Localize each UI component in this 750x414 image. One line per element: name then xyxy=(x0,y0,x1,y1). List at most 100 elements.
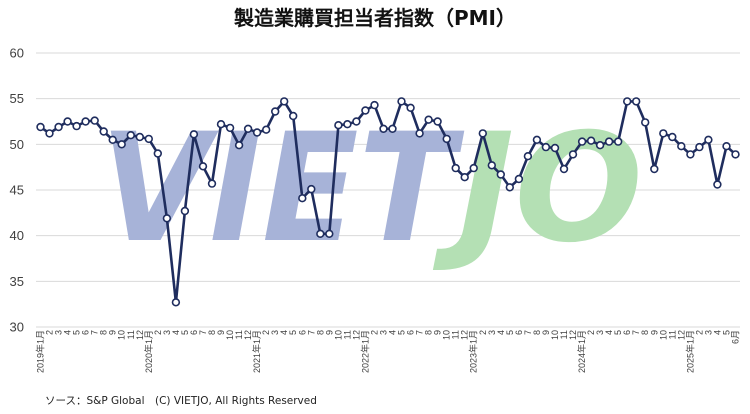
data-point xyxy=(650,164,659,174)
data-point xyxy=(668,132,677,142)
x-tick-label: 6 xyxy=(514,330,524,335)
x-tick-label: 2023年1月 xyxy=(468,330,479,373)
x-tick-label: 6 xyxy=(189,330,199,335)
data-point xyxy=(487,161,496,170)
x-tick-label: 4 xyxy=(496,330,506,335)
series-group xyxy=(36,97,740,307)
data-point xyxy=(189,130,199,139)
x-tick-label: 6月 xyxy=(730,330,740,344)
x-tick-label: 5 xyxy=(288,330,298,335)
x-tick-label: 4 xyxy=(279,330,289,335)
data-point xyxy=(144,134,154,144)
data-point xyxy=(686,150,695,159)
x-tick-label: 9 xyxy=(433,330,443,335)
data-point xyxy=(388,124,397,134)
data-point xyxy=(198,162,208,171)
x-tick-label: 7 xyxy=(198,330,208,335)
data-point xyxy=(361,106,370,115)
x-tick-label: 4 xyxy=(388,330,398,335)
x-tick-label: 3 xyxy=(487,330,497,335)
x-tick-label: 11 xyxy=(667,330,677,339)
x-tick-label: 10 xyxy=(117,330,127,340)
x-tick-label: 9 xyxy=(216,330,226,335)
x-tick-label: 7 xyxy=(415,330,425,335)
data-point xyxy=(234,141,244,150)
data-point xyxy=(541,142,551,152)
data-point xyxy=(532,135,542,145)
data-point xyxy=(162,214,172,223)
data-point xyxy=(216,119,226,129)
x-tick-label: 8 xyxy=(640,330,650,335)
x-tick-label: 3 xyxy=(703,330,713,335)
data-point xyxy=(370,100,379,110)
x-tick-label: 9 xyxy=(541,330,551,335)
x-tick-label: 11 xyxy=(559,330,569,339)
data-point xyxy=(63,117,72,126)
x-tick-label: 8 xyxy=(424,330,434,335)
x-tick-label: 11 xyxy=(234,330,244,339)
x-tick-label: 8 xyxy=(532,330,542,335)
x-tick-label: 4 xyxy=(604,330,614,335)
x-tick-label: 2 xyxy=(261,330,271,335)
data-point xyxy=(631,97,641,106)
data-point xyxy=(406,103,415,113)
x-tick-label: 12 xyxy=(568,330,578,340)
x-tick-label: 2 xyxy=(153,330,163,335)
x-tick-label: 4 xyxy=(171,330,181,335)
x-tick-label: 9 xyxy=(324,330,334,335)
data-point xyxy=(262,125,271,134)
watermark-jo: JO xyxy=(433,102,643,276)
x-tick-label: 5 xyxy=(397,330,407,335)
x-tick-label: 2019年1月 xyxy=(35,330,46,373)
data-point xyxy=(108,135,117,145)
data-point xyxy=(243,124,253,134)
x-tick-label: 5 xyxy=(72,330,82,335)
x-tick-label: 5 xyxy=(613,330,623,335)
data-point xyxy=(99,127,108,136)
x-tick-label: 12 xyxy=(676,330,686,340)
x-tick-label: 3 xyxy=(162,330,172,335)
y-tick-label: 40 xyxy=(10,228,24,243)
data-point xyxy=(225,123,235,133)
data-point xyxy=(451,163,460,173)
data-point xyxy=(397,97,406,106)
x-tick-label: 6 xyxy=(406,330,416,335)
data-point xyxy=(505,183,514,192)
data-point xyxy=(153,149,163,158)
data-point xyxy=(559,164,569,174)
x-tick-label: 12 xyxy=(243,330,253,340)
data-point xyxy=(460,173,469,182)
x-tick-label: 7 xyxy=(90,330,100,335)
data-point xyxy=(731,150,740,159)
x-axis-ticks: 2019年1月 2 3 4 5 6 7 8 9 10 11 12 2020年1月 2 3 4 5 6 7 8 9 10 11… xyxy=(35,330,741,373)
data-point xyxy=(604,137,614,146)
x-tick-label: 7 xyxy=(523,330,533,335)
x-tick-label: 7 xyxy=(631,330,641,335)
data-point xyxy=(722,142,731,151)
x-tick-label: 9 xyxy=(649,330,659,335)
data-point xyxy=(595,141,605,150)
x-tick-label: 8 xyxy=(99,330,109,335)
y-tick-label: 60 xyxy=(10,46,24,61)
data-point xyxy=(117,140,126,149)
x-tick-label: 2 xyxy=(369,330,379,335)
x-tick-label: 2 xyxy=(694,330,704,335)
data-point xyxy=(207,179,217,188)
x-tick-label: 12 xyxy=(351,330,361,340)
data-point xyxy=(81,117,90,126)
y-tick-label: 50 xyxy=(10,137,24,152)
x-tick-label: 3 xyxy=(595,330,605,335)
x-tick-label: 5 xyxy=(505,330,515,335)
data-point xyxy=(586,136,596,145)
x-tick-label: 3 xyxy=(54,330,64,335)
x-tick-label: 11 xyxy=(451,330,461,339)
data-point xyxy=(135,132,145,142)
data-point xyxy=(271,107,280,116)
data-point xyxy=(90,116,99,125)
data-point xyxy=(180,206,190,216)
data-point xyxy=(126,131,136,140)
x-tick-label: 3 xyxy=(378,330,388,335)
data-point xyxy=(523,152,533,161)
x-tick-label: 6 xyxy=(622,330,632,335)
